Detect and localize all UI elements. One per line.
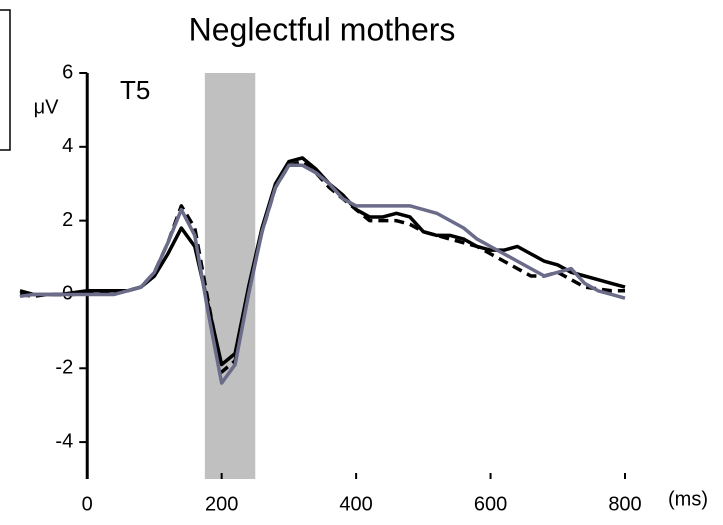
series-line xyxy=(19,156,626,367)
annotation: T5 xyxy=(120,75,150,105)
x-tick-label: 200 xyxy=(205,493,238,515)
y-tick-label: -2 xyxy=(55,357,73,379)
shaded-region xyxy=(204,73,256,479)
y-tick-label: 6 xyxy=(62,61,73,83)
x-tick-label: 800 xyxy=(608,493,641,515)
legend-box xyxy=(0,9,11,151)
y-axis-label: μV xyxy=(34,96,60,118)
series-line xyxy=(19,163,626,385)
x-tick-label: 0 xyxy=(82,493,93,515)
y-tick-label: -4 xyxy=(55,430,73,452)
x-axis-label: (ms) xyxy=(668,488,708,510)
chart-title: Neglectful mothers xyxy=(189,11,456,47)
y-tick-label: 4 xyxy=(62,135,73,157)
series-line xyxy=(19,159,625,374)
y-tick-label: 2 xyxy=(62,209,73,231)
x-tick-label: 600 xyxy=(474,493,507,515)
x-tick-label: 400 xyxy=(339,493,372,515)
